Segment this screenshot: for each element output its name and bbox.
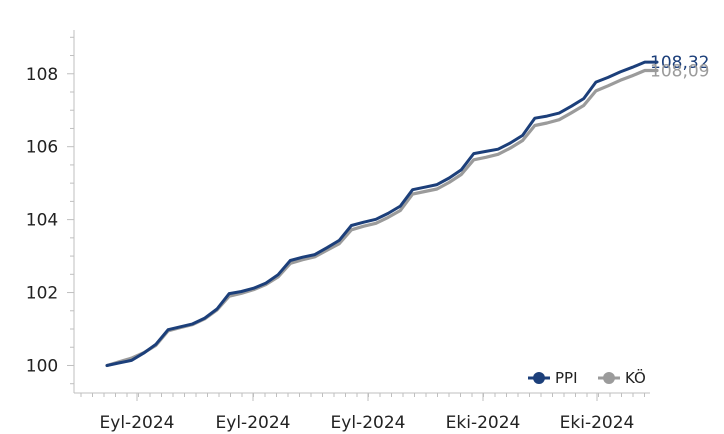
y-tick-label: 102 [26, 284, 58, 304]
x-tick-label: Eki-2024 [446, 413, 521, 433]
legend-label: PPI [555, 369, 578, 387]
end-value-label: 108,09 [650, 61, 709, 81]
y-tick-label: 104 [26, 211, 58, 231]
series-line-ppi [105, 60, 659, 367]
y-tick-label: 106 [26, 138, 58, 158]
y-tick-label: 100 [26, 356, 58, 376]
end-value-label: 108,32 [650, 53, 709, 73]
series-lines [105, 60, 659, 368]
legend-label: KÖ [625, 368, 646, 387]
x-tick-label: Eyl-2024 [216, 413, 291, 433]
legend-swatch-marker [603, 372, 615, 384]
y-tick-label: 108 [26, 65, 58, 85]
legend-swatch-marker [533, 372, 545, 384]
axes: 100 102 104 106 108 Eyl-2024 Eyl-2024 Eyl-2024 E… [26, 30, 650, 433]
x-tick-label: Eki-2024 [560, 413, 635, 433]
x-tick-label: Eyl-2024 [331, 413, 406, 433]
legend: PPI KÖ [528, 368, 646, 387]
x-tick-label: Eyl-2024 [100, 413, 175, 433]
